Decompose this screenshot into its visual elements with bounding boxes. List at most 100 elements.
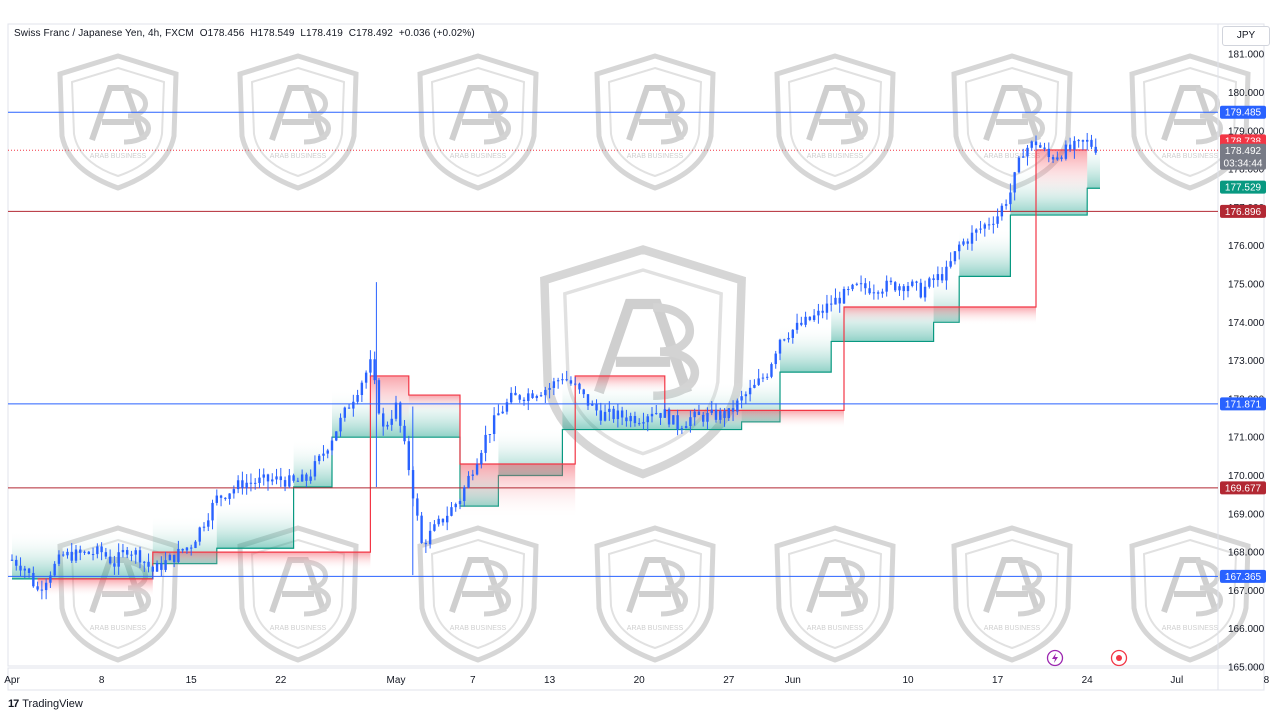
candle-body bbox=[155, 562, 159, 572]
ohlc-open: O178.456 bbox=[199, 28, 245, 39]
y-tick-label: 166.000 bbox=[1228, 624, 1265, 635]
candle-body bbox=[164, 560, 167, 570]
x-tick-label: 20 bbox=[634, 675, 646, 686]
candle-body bbox=[1013, 172, 1016, 193]
time-scale-box bbox=[7, 667, 1265, 691]
candle-body bbox=[1000, 205, 1004, 217]
candle-body bbox=[680, 428, 684, 430]
candle-body bbox=[138, 550, 142, 563]
price-axis-label[interactable]: 169.677 bbox=[1220, 481, 1266, 495]
candle-body bbox=[1090, 139, 1093, 147]
candle-body bbox=[501, 411, 504, 414]
candle-body bbox=[62, 554, 65, 556]
ohlc-high: H178.549 bbox=[250, 28, 295, 39]
candle-body bbox=[667, 409, 671, 425]
watermark-text: ARAB BUSINESS bbox=[627, 153, 684, 160]
candle-body bbox=[108, 556, 112, 564]
watermark-text: ARAB BUSINESS bbox=[90, 625, 147, 632]
candle-body bbox=[87, 551, 90, 555]
price-axis-label[interactable]: 171.871 bbox=[1220, 397, 1266, 411]
candle-body bbox=[889, 280, 893, 283]
x-tick-label: 8 bbox=[99, 675, 105, 686]
watermark-shield-icon bbox=[420, 56, 536, 188]
resistance-band-fill bbox=[664, 410, 844, 429]
candle-body bbox=[23, 568, 26, 571]
candle-body bbox=[868, 288, 871, 294]
candle-body bbox=[53, 563, 56, 576]
price-axis-label[interactable]: 179.485 bbox=[1220, 105, 1266, 119]
candle-body bbox=[330, 440, 334, 451]
candle-body bbox=[510, 392, 513, 403]
candle-body bbox=[684, 426, 688, 429]
candle-body bbox=[416, 498, 419, 516]
resistance-band-fill bbox=[575, 375, 665, 394]
candle-body bbox=[207, 520, 210, 527]
candle-body bbox=[232, 489, 236, 494]
target-icon[interactable] bbox=[1110, 649, 1128, 667]
candle-body bbox=[838, 297, 841, 304]
y-tick-label: 174.000 bbox=[1228, 318, 1265, 329]
y-tick-label: 181.000 bbox=[1228, 50, 1265, 61]
candle-body bbox=[663, 409, 666, 418]
candle-body bbox=[130, 554, 133, 556]
candle-body bbox=[215, 495, 218, 503]
candle-body bbox=[399, 402, 402, 426]
x-tick-label: 15 bbox=[186, 675, 198, 686]
candle-body bbox=[1043, 147, 1046, 149]
y-tick-label: 176.000 bbox=[1228, 241, 1265, 252]
price-axis-label[interactable]: 176.896 bbox=[1220, 204, 1266, 218]
candle-body bbox=[181, 548, 184, 551]
candle-body bbox=[599, 410, 602, 421]
price-unit-button[interactable]: JPY bbox=[1222, 26, 1270, 46]
price-label-text: 178.492 bbox=[1225, 146, 1262, 157]
x-tick-label: 7 bbox=[470, 675, 476, 686]
candle-body bbox=[224, 497, 227, 499]
candle-body bbox=[885, 280, 888, 292]
price-axis-label[interactable]: 177.529 bbox=[1220, 180, 1266, 194]
countdown-label-text: 03:34:44 bbox=[1224, 158, 1263, 169]
candle-body bbox=[518, 395, 521, 400]
y-tick-label: 179.000 bbox=[1228, 126, 1265, 137]
resistance-band-fill bbox=[37, 578, 153, 597]
candle-body bbox=[104, 552, 108, 557]
price-label-bg bbox=[1220, 105, 1266, 119]
candle-body bbox=[177, 548, 180, 562]
watermark-text: ARAB BUSINESS bbox=[807, 153, 864, 160]
candle-body bbox=[283, 480, 287, 487]
watermark-logo: ARAB BUSINESS bbox=[777, 528, 893, 660]
candle-body bbox=[121, 550, 125, 553]
x-tick-label: 22 bbox=[275, 675, 287, 686]
candle-body bbox=[27, 568, 31, 573]
candle-body bbox=[143, 561, 146, 563]
candle-body bbox=[527, 393, 530, 402]
candle-body bbox=[386, 424, 389, 427]
candle-body bbox=[262, 474, 265, 478]
lightning-icon[interactable] bbox=[1046, 649, 1064, 667]
candle-body bbox=[126, 550, 129, 555]
candle-body bbox=[236, 480, 240, 490]
candle-body bbox=[535, 396, 538, 399]
y-tick-label: 178.000 bbox=[1228, 165, 1265, 176]
candle-body bbox=[702, 414, 705, 422]
candle-body bbox=[689, 417, 692, 427]
candle-body bbox=[646, 416, 649, 423]
candle-body bbox=[467, 475, 470, 488]
candle-body bbox=[249, 482, 253, 484]
candle-body bbox=[32, 572, 35, 587]
price-axis-label[interactable]: 167.365 bbox=[1220, 569, 1266, 583]
watermark-shield-icon bbox=[777, 528, 893, 660]
candle-body bbox=[1030, 141, 1033, 148]
candle-body bbox=[450, 507, 453, 516]
candle-body bbox=[603, 411, 607, 421]
x-tick-label: 10 bbox=[902, 675, 914, 686]
candle-body bbox=[983, 224, 986, 229]
watermark-logo: ARAB BUSINESS bbox=[240, 528, 356, 660]
tradingview-logo[interactable]: 17 TradingView bbox=[8, 698, 83, 710]
candle-body bbox=[79, 549, 82, 553]
candle-body bbox=[313, 461, 317, 477]
candle-body bbox=[168, 554, 172, 561]
candle-body bbox=[872, 292, 876, 294]
candle-body bbox=[1056, 157, 1059, 160]
